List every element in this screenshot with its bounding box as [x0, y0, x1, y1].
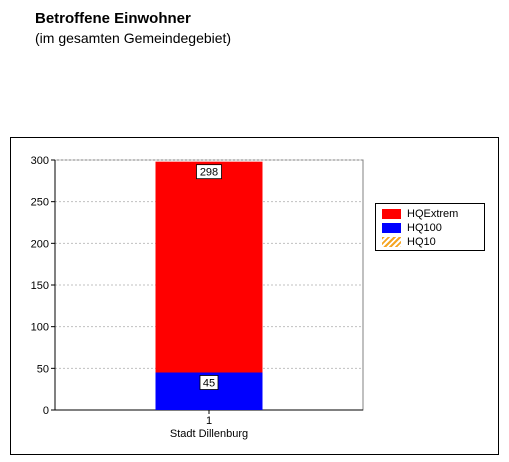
legend-swatch-hqextrem — [382, 208, 401, 219]
y-tick-label: 100 — [31, 322, 49, 334]
legend-label-hq10: HQ10 — [407, 235, 436, 248]
data-label-hqextrem-box — [196, 164, 222, 180]
data-label-hq100: 45 — [203, 378, 215, 390]
legend-item-hq100: HQ100 — [382, 221, 442, 234]
chart-legend: HQExtrem HQ100 HQ10 — [375, 203, 485, 251]
legend-swatch-hq100 — [382, 222, 401, 233]
y-tick-label: 300 — [31, 155, 49, 167]
bar-hqextrem — [155, 161, 263, 410]
y-tick-label: 200 — [31, 238, 49, 250]
y-tick-label: 250 — [31, 197, 49, 209]
legend-label-hq100: HQ100 — [407, 221, 442, 234]
y-tick-label: 0 — [43, 405, 49, 417]
x-tick-label: 1 — [206, 415, 212, 427]
y-tick-label: 150 — [31, 280, 49, 292]
y-tick-label: 50 — [37, 363, 49, 375]
x-category-label: Stadt Dillenburg — [170, 428, 248, 440]
data-label-hq100-box — [199, 375, 219, 390]
legend-item-hqextrem: HQExtrem — [382, 207, 458, 220]
legend-label-hqextrem: HQExtrem — [407, 207, 459, 220]
chart-subtitle: (im gesamten Gemeindegebiet) — [35, 30, 232, 46]
data-label-hqextrem: 298 — [200, 167, 218, 179]
chart-title: Betroffene Einwohner — [35, 10, 191, 27]
legend-swatch-hq10 — [382, 236, 401, 247]
legend-item-hq10: HQ10 — [382, 235, 436, 248]
